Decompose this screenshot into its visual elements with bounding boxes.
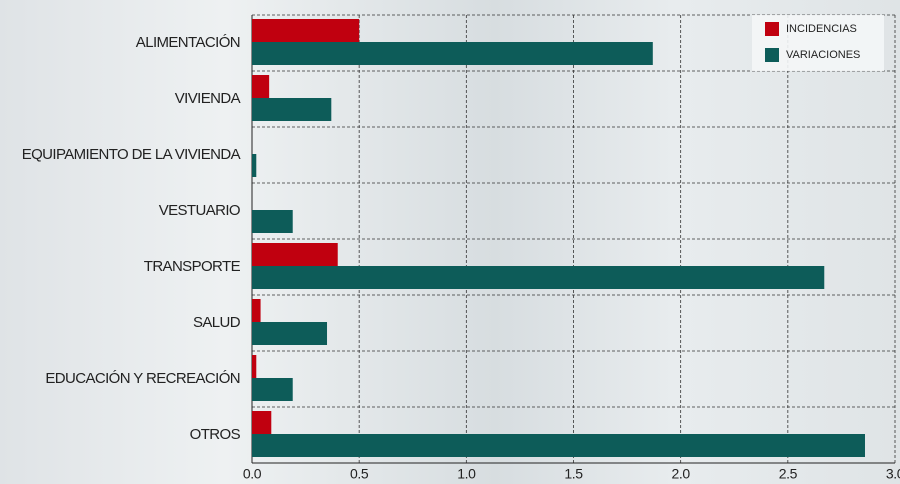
bar <box>252 243 338 266</box>
background <box>0 0 900 484</box>
y-tick-label: OTROS <box>190 426 241 443</box>
bar <box>252 322 327 345</box>
y-tick-label: VIVIENDA <box>175 90 241 107</box>
bar <box>252 266 824 289</box>
y-tick-label: SALUD <box>193 314 241 331</box>
legend-label: INCIDENCIAS <box>786 23 857 35</box>
bar <box>252 210 293 233</box>
bar <box>252 378 293 401</box>
x-tick-label: 3.0 <box>886 466 900 482</box>
bar <box>252 434 865 457</box>
x-tick-label: 0.0 <box>243 466 262 482</box>
y-tick-label: ALIMENTACIÓN <box>136 34 240 51</box>
x-tick-label: 0.5 <box>350 466 369 482</box>
legend-swatch <box>765 48 779 62</box>
legend-label: VARIACIONES <box>786 49 860 61</box>
x-tick-label: 2.5 <box>779 466 798 482</box>
x-tick-label: 2.0 <box>672 466 691 482</box>
y-tick-label: VESTUARIO <box>159 202 240 219</box>
chart: 0.0 0.5 1.0 1.5 2.0 2.5 3.0 ALIMENTACIÓN VIVIEND… <box>0 0 900 484</box>
bar <box>252 411 271 434</box>
bar <box>252 75 269 98</box>
y-tick-label: EDUCACIÓN Y RECREACIÓN <box>45 370 240 387</box>
x-tick-label: 1.0 <box>457 466 476 482</box>
bar <box>252 19 359 42</box>
bar <box>252 98 331 121</box>
bar <box>252 42 653 65</box>
y-tick-label: TRANSPORTE <box>144 258 241 275</box>
bar <box>252 154 256 177</box>
page: {"chart_data": {"type": "hbar", "categor… <box>0 0 900 484</box>
legend-swatch <box>765 22 779 36</box>
bar <box>252 355 256 378</box>
y-tick-label: EQUIPAMIENTO DE LA VIVIENDA <box>22 146 241 163</box>
x-tick-label: 1.5 <box>564 466 583 482</box>
bar <box>252 299 261 322</box>
